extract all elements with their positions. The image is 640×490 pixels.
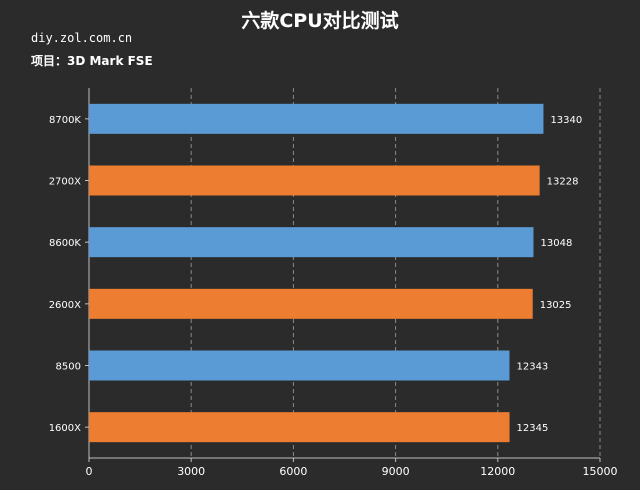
bar-2700x bbox=[89, 165, 540, 196]
project-label: 项目：3D Mark FSE bbox=[31, 54, 153, 68]
x-tick-label: 6000 bbox=[279, 465, 307, 478]
data-label: 13048 bbox=[541, 238, 573, 249]
category-label: 1600X bbox=[49, 423, 81, 434]
x-tick-label: 15000 bbox=[583, 465, 618, 478]
chart-title: 六款CPU对比测试 bbox=[241, 10, 399, 32]
category-label: 8600K bbox=[49, 238, 81, 249]
data-label: 12343 bbox=[516, 362, 548, 373]
category-label: 8700K bbox=[49, 115, 81, 126]
data-label: 12345 bbox=[517, 423, 549, 434]
data-label: 13340 bbox=[550, 115, 582, 126]
x-tick-label: 0 bbox=[86, 465, 93, 478]
x-tick-label: 3000 bbox=[177, 465, 205, 478]
category-label: 8500 bbox=[56, 362, 81, 373]
bar-8500 bbox=[89, 350, 510, 381]
bar-8600k bbox=[89, 227, 534, 258]
site-label: diy.zol.com.cn bbox=[31, 31, 133, 45]
bar-8700k bbox=[89, 103, 544, 134]
bar-2600x bbox=[89, 288, 533, 319]
data-label: 13228 bbox=[547, 177, 579, 188]
x-tick-label: 9000 bbox=[382, 465, 410, 478]
category-label: 2600X bbox=[49, 300, 81, 311]
category-label: 2700X bbox=[49, 177, 81, 188]
x-tick-label: 12000 bbox=[480, 465, 515, 478]
data-label: 13025 bbox=[540, 300, 572, 311]
bar-1600x bbox=[89, 412, 510, 443]
